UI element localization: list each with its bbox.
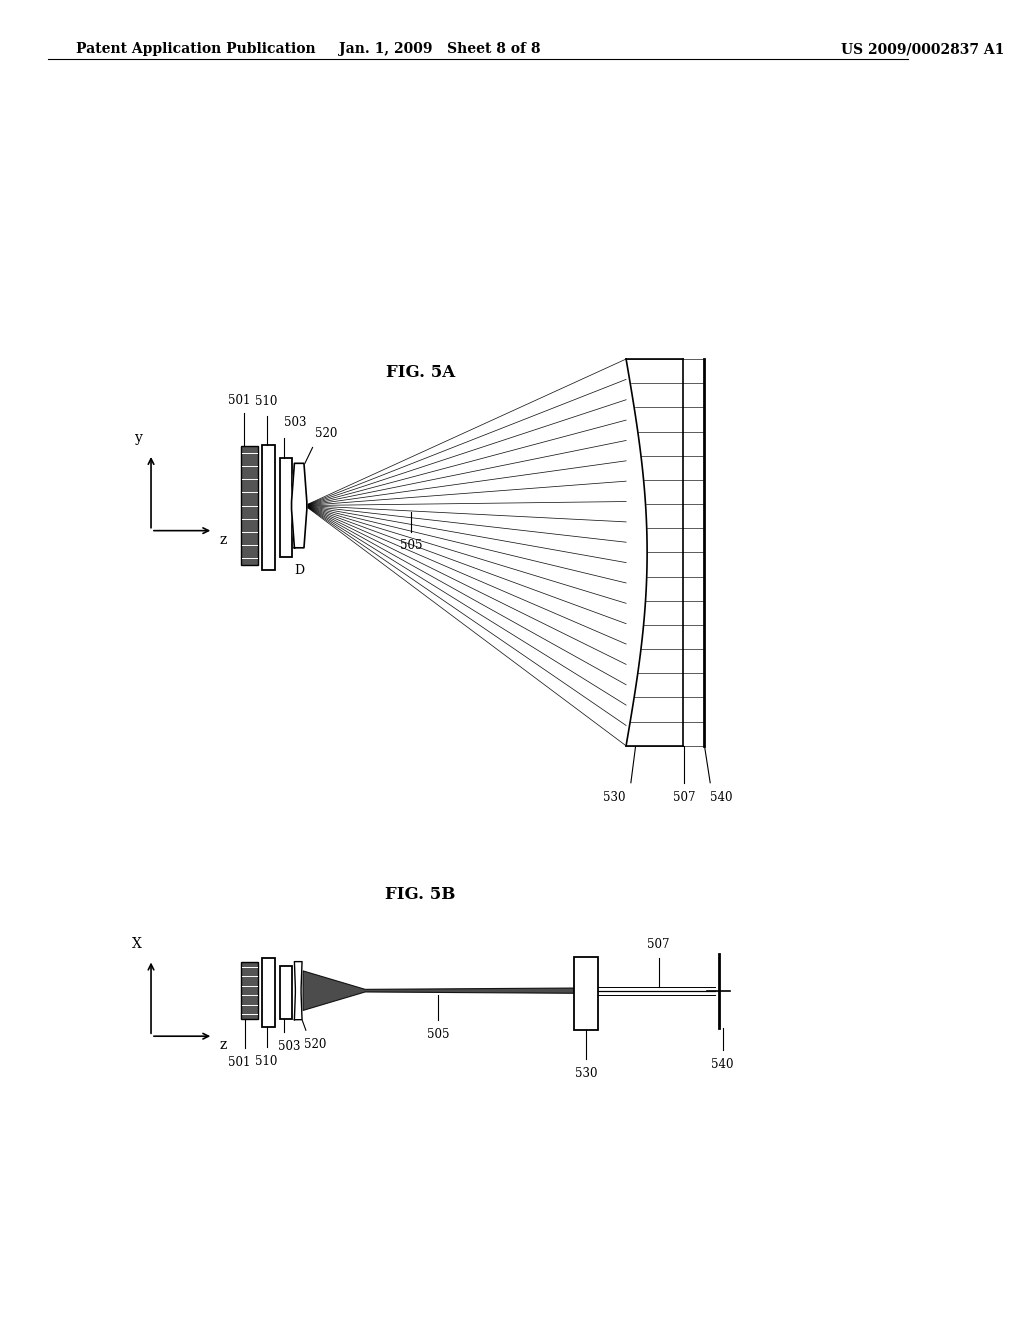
Text: 505: 505	[427, 1027, 450, 1040]
Bar	[281, 966, 292, 1019]
Text: Jan. 1, 2009   Sheet 8 of 8: Jan. 1, 2009 Sheet 8 of 8	[339, 42, 541, 57]
Text: 540: 540	[712, 1059, 734, 1071]
Text: FIG. 5A: FIG. 5A	[386, 364, 456, 380]
Text: z: z	[219, 1039, 226, 1052]
Text: 530: 530	[574, 1067, 597, 1080]
Text: 503: 503	[284, 416, 306, 429]
Text: 505: 505	[399, 539, 422, 552]
Text: X: X	[132, 937, 141, 950]
Text: D: D	[294, 564, 304, 577]
Polygon shape	[626, 359, 683, 746]
Text: 510: 510	[256, 395, 278, 408]
Text: y: y	[135, 432, 142, 445]
Bar	[241, 446, 258, 565]
Text: 507: 507	[673, 791, 695, 804]
Polygon shape	[295, 961, 302, 1019]
Text: 501: 501	[227, 393, 250, 407]
Text: 540: 540	[711, 791, 733, 804]
Bar	[262, 958, 275, 1027]
Text: US 2009/0002837 A1: US 2009/0002837 A1	[841, 42, 1005, 57]
Text: z: z	[219, 533, 226, 546]
Text: 501: 501	[227, 1056, 250, 1069]
Text: 510: 510	[256, 1055, 278, 1068]
Text: 530: 530	[603, 791, 626, 804]
Text: 520: 520	[314, 426, 337, 440]
Text: FIG. 5B: FIG. 5B	[385, 887, 456, 903]
Bar	[262, 445, 275, 570]
Bar	[281, 458, 292, 557]
Polygon shape	[303, 972, 573, 1011]
Text: Patent Application Publication: Patent Application Publication	[77, 42, 316, 57]
Polygon shape	[292, 463, 307, 548]
Text: 503: 503	[279, 1040, 301, 1053]
Bar	[241, 962, 258, 1019]
Text: 507: 507	[647, 939, 670, 950]
Text: 520: 520	[304, 1038, 327, 1051]
Bar	[573, 957, 598, 1030]
